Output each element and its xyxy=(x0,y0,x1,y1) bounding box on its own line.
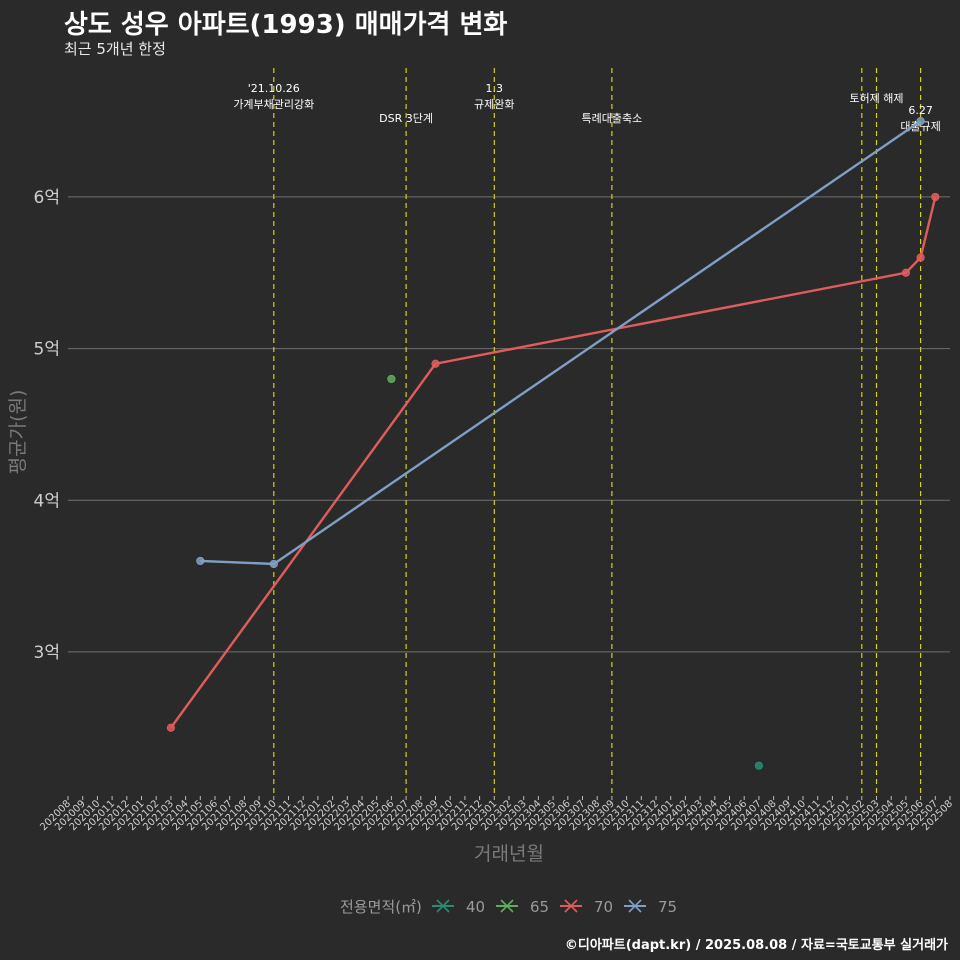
legend-swatch-mark xyxy=(500,899,514,913)
event-label: 6.27 xyxy=(908,104,933,117)
data-point-70 xyxy=(901,268,911,277)
series-line-70 xyxy=(169,196,937,729)
event-label: 대출규제 xyxy=(900,120,940,133)
y-tick-label: 4억 xyxy=(34,491,60,511)
legend-title: 전용면적(㎡) xyxy=(340,898,422,916)
x-axis-title: 거래년월 xyxy=(474,843,544,865)
chart-title: 상도 성우 아파트(1993) 매매가격 변화 xyxy=(64,10,508,40)
event-label: DSR 3단계 xyxy=(379,112,433,125)
data-point-65 xyxy=(387,374,396,384)
legend-swatch-mark xyxy=(628,899,642,913)
legend-label: 65 xyxy=(530,898,549,916)
data-point-70 xyxy=(931,192,940,202)
legend-swatch-mark xyxy=(436,899,450,913)
event-label: 토허제 해제 xyxy=(849,91,903,105)
data-point-40 xyxy=(754,761,764,770)
legend-label: 40 xyxy=(466,898,485,916)
y-tick-label: 3억 xyxy=(34,643,60,663)
event-label: '21.10.26 xyxy=(248,82,300,95)
legend-label: 70 xyxy=(594,898,613,916)
legend-label: 75 xyxy=(658,898,677,916)
data-point-75 xyxy=(916,116,925,126)
data-point-70 xyxy=(916,253,925,262)
y-tick-label: 5억 xyxy=(34,340,60,360)
data-point-70 xyxy=(166,723,175,732)
legend-swatch-mark xyxy=(564,899,578,913)
series-line-75 xyxy=(200,120,922,566)
event-label: 특례대출축소 xyxy=(582,112,643,125)
y-tick-label: 6억 xyxy=(34,188,60,208)
event-label: 1.3 xyxy=(486,82,504,95)
y-axis-title: 평균가(원) xyxy=(7,390,29,475)
chart-subtitle: 최근 5개년 한정 xyxy=(64,40,166,58)
source-caption: ©디아파트(dapt.kr) / 2025.08.08 / 자료=국토교통부 실… xyxy=(564,938,948,953)
event-label: 규제완화 xyxy=(474,98,514,111)
data-point-70 xyxy=(431,359,440,368)
data-point-75 xyxy=(196,556,205,566)
event-label: 가계부채관리강화 xyxy=(233,98,314,111)
data-point-75 xyxy=(269,559,278,569)
